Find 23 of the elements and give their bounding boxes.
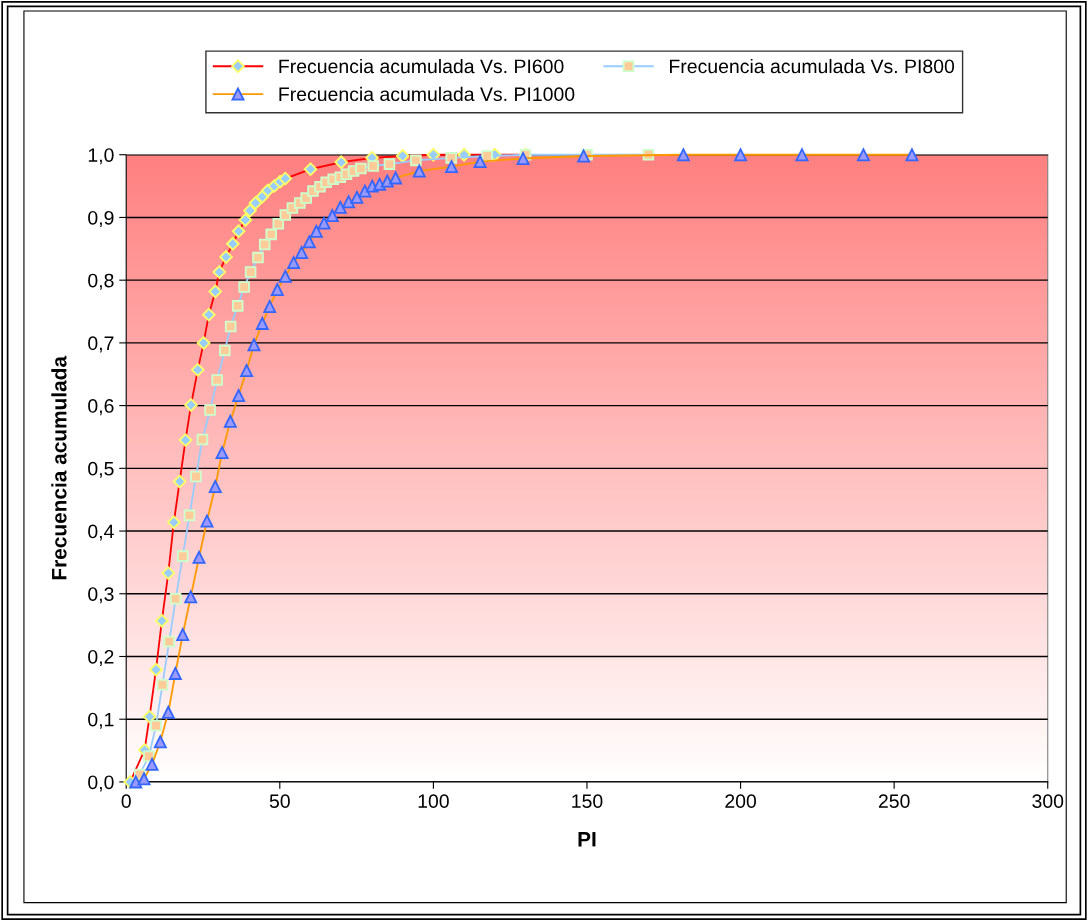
y-axis-title: Frecuencia acumulada xyxy=(51,355,67,580)
y-tick-label: 0,3 xyxy=(88,587,114,604)
y-tick-label: 0,4 xyxy=(88,524,114,541)
y-tick-label: 0,9 xyxy=(88,210,114,227)
x-tick-label: 300 xyxy=(1032,794,1064,809)
x-tick-label: 50 xyxy=(269,794,290,809)
x-tick-label: 200 xyxy=(725,794,757,809)
legend-label: Frecuencia acumulada Vs. PI1000 xyxy=(279,86,575,102)
y-tick-label: 0,7 xyxy=(88,336,114,353)
y-tick-label: 0,2 xyxy=(88,649,114,667)
x-tick-label: 150 xyxy=(572,794,603,809)
y-tick-label: 0,1 xyxy=(88,712,114,729)
y-tick-label: 0,8 xyxy=(88,273,114,290)
x-tick-label: 0 xyxy=(121,794,131,809)
x-axis-title: PI xyxy=(578,832,596,847)
y-tick-label: 0,0 xyxy=(88,775,114,792)
x-tick-label: 100 xyxy=(418,794,449,809)
legend-label: Frecuencia acumulada Vs. PI600 xyxy=(279,58,564,74)
y-tick-label: 0,6 xyxy=(88,399,114,416)
legend-label: Frecuencia acumulada Vs. PI800 xyxy=(670,58,955,74)
y-tick-label: 0,5 xyxy=(88,461,114,478)
x-tick-label: 250 xyxy=(878,794,910,809)
y-tick-label: 1,0 xyxy=(88,148,114,165)
